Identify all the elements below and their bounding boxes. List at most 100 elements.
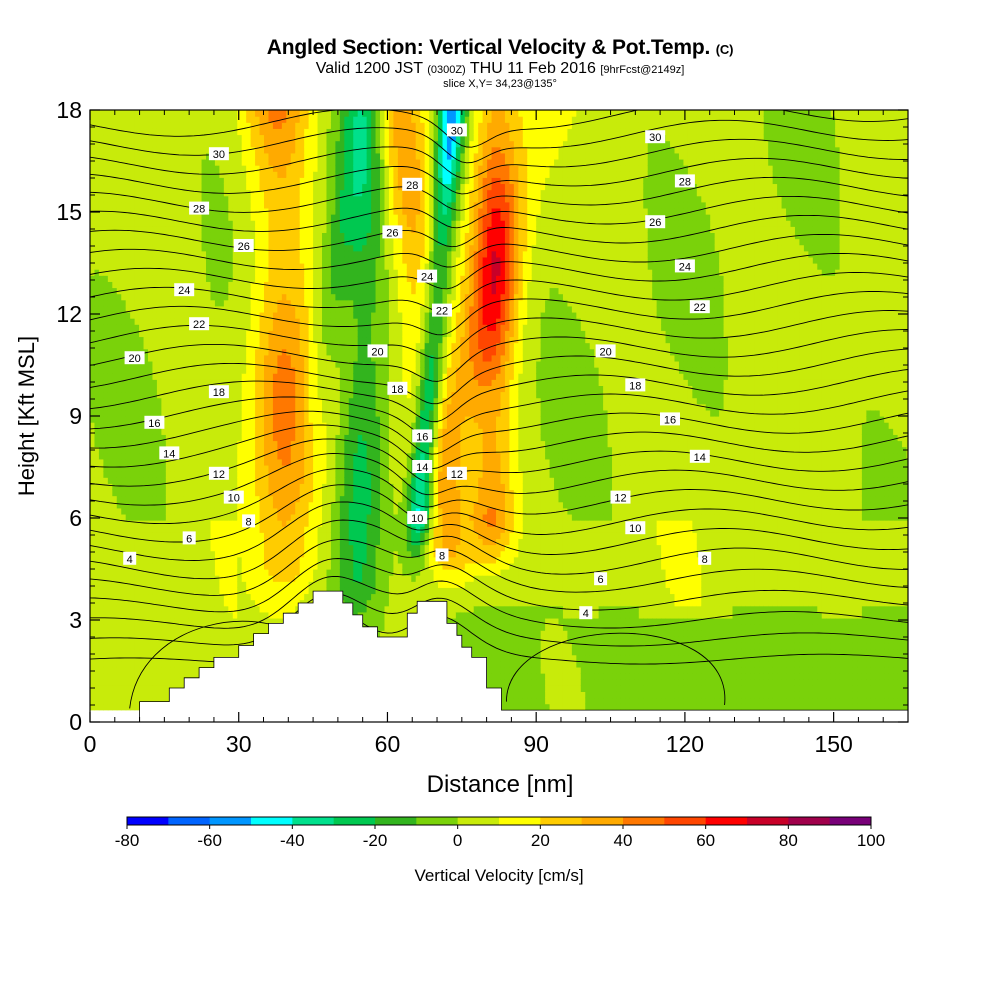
velocity-cell xyxy=(125,250,131,258)
velocity-cell xyxy=(281,507,287,515)
velocity-cell xyxy=(201,501,207,509)
velocity-cell xyxy=(94,703,100,711)
velocity-cell xyxy=(183,489,189,497)
velocity-cell xyxy=(156,128,162,136)
velocity-cell xyxy=(246,391,252,399)
velocity-cell xyxy=(286,207,292,215)
velocity-cell xyxy=(290,183,296,191)
velocity-cell xyxy=(259,391,265,399)
velocity-cell xyxy=(179,158,185,166)
velocity-cell xyxy=(107,489,113,497)
velocity-cell xyxy=(148,385,154,393)
velocity-cell xyxy=(112,397,118,405)
velocity-cell xyxy=(210,165,216,172)
velocity-cell xyxy=(179,630,185,637)
velocity-cell xyxy=(264,183,270,191)
velocity-cell xyxy=(308,152,314,160)
velocity-cell xyxy=(134,391,140,399)
velocity-cell xyxy=(308,575,314,582)
velocity-cell xyxy=(210,440,216,448)
velocity-cell xyxy=(107,685,113,692)
velocity-cell xyxy=(121,452,127,460)
velocity-cell xyxy=(259,581,265,588)
velocity-cell xyxy=(143,330,149,338)
velocity-cell xyxy=(152,244,158,252)
velocity-cell xyxy=(299,385,305,393)
velocity-cell xyxy=(290,513,296,521)
velocity-cell xyxy=(139,599,145,607)
velocity-cell xyxy=(125,452,131,460)
velocity-cell xyxy=(134,648,140,656)
velocity-cell xyxy=(237,275,243,282)
velocity-cell xyxy=(281,367,287,374)
velocity-cell xyxy=(201,116,207,123)
velocity-cell xyxy=(183,146,189,154)
velocity-cell xyxy=(268,379,274,386)
velocity-cell xyxy=(308,477,314,484)
velocity-cell xyxy=(259,569,265,576)
velocity-cell xyxy=(143,214,149,221)
velocity-cell xyxy=(156,630,162,637)
velocity-cell xyxy=(103,409,109,417)
velocity-cell xyxy=(210,348,216,356)
velocity-cell xyxy=(304,385,310,393)
velocity-cell xyxy=(152,483,158,491)
velocity-cell xyxy=(103,165,109,172)
velocity-cell xyxy=(130,685,136,692)
velocity-cell xyxy=(188,128,194,136)
velocity-cell xyxy=(281,538,287,546)
velocity-cell xyxy=(165,116,171,123)
velocity-cell xyxy=(232,250,238,258)
velocity-cell xyxy=(98,434,104,442)
velocity-cell xyxy=(125,532,131,539)
velocity-cell xyxy=(112,471,118,478)
velocity-cell xyxy=(299,128,305,136)
velocity-cell xyxy=(219,593,225,601)
velocity-cell xyxy=(179,403,185,411)
velocity-cell xyxy=(295,256,301,264)
velocity-cell xyxy=(219,324,225,331)
velocity-cell xyxy=(148,685,154,692)
velocity-cell xyxy=(143,293,149,301)
velocity-cell xyxy=(161,587,167,595)
velocity-cell xyxy=(201,562,207,570)
velocity-cell xyxy=(143,146,149,154)
velocity-cell xyxy=(268,599,274,607)
velocity-cell xyxy=(192,165,198,172)
velocity-cell xyxy=(170,458,176,466)
velocity-cell xyxy=(130,648,136,656)
velocity-cell xyxy=(125,538,131,546)
velocity-cell xyxy=(206,483,212,491)
velocity-cell xyxy=(286,214,292,221)
velocity-cell xyxy=(214,354,220,362)
velocity-cell xyxy=(272,238,278,246)
velocity-cell xyxy=(152,452,158,460)
velocity-cell xyxy=(90,452,96,460)
velocity-cell xyxy=(268,391,274,399)
velocity-cell xyxy=(197,434,203,442)
velocity-cell xyxy=(299,287,305,295)
velocity-cell xyxy=(237,581,243,588)
velocity-cell xyxy=(206,379,212,386)
velocity-cell xyxy=(170,642,176,650)
velocity-cell xyxy=(192,158,198,166)
velocity-cell xyxy=(143,134,149,142)
velocity-cell xyxy=(98,238,104,246)
velocity-cell xyxy=(232,611,238,619)
velocity-cell xyxy=(143,232,149,240)
velocity-cell xyxy=(130,305,136,313)
velocity-cell xyxy=(201,232,207,240)
velocity-cell xyxy=(112,605,118,613)
velocity-cell xyxy=(286,134,292,142)
velocity-cell xyxy=(139,281,145,289)
velocity-cell xyxy=(174,611,180,619)
velocity-cell xyxy=(255,201,261,209)
velocity-cell xyxy=(232,116,238,123)
velocity-cell xyxy=(268,587,274,595)
velocity-cell xyxy=(188,238,194,246)
velocity-cell xyxy=(130,666,136,674)
velocity-cell xyxy=(206,654,212,662)
velocity-cell xyxy=(223,416,229,423)
velocity-cell xyxy=(134,507,140,515)
velocity-cell xyxy=(277,299,283,307)
